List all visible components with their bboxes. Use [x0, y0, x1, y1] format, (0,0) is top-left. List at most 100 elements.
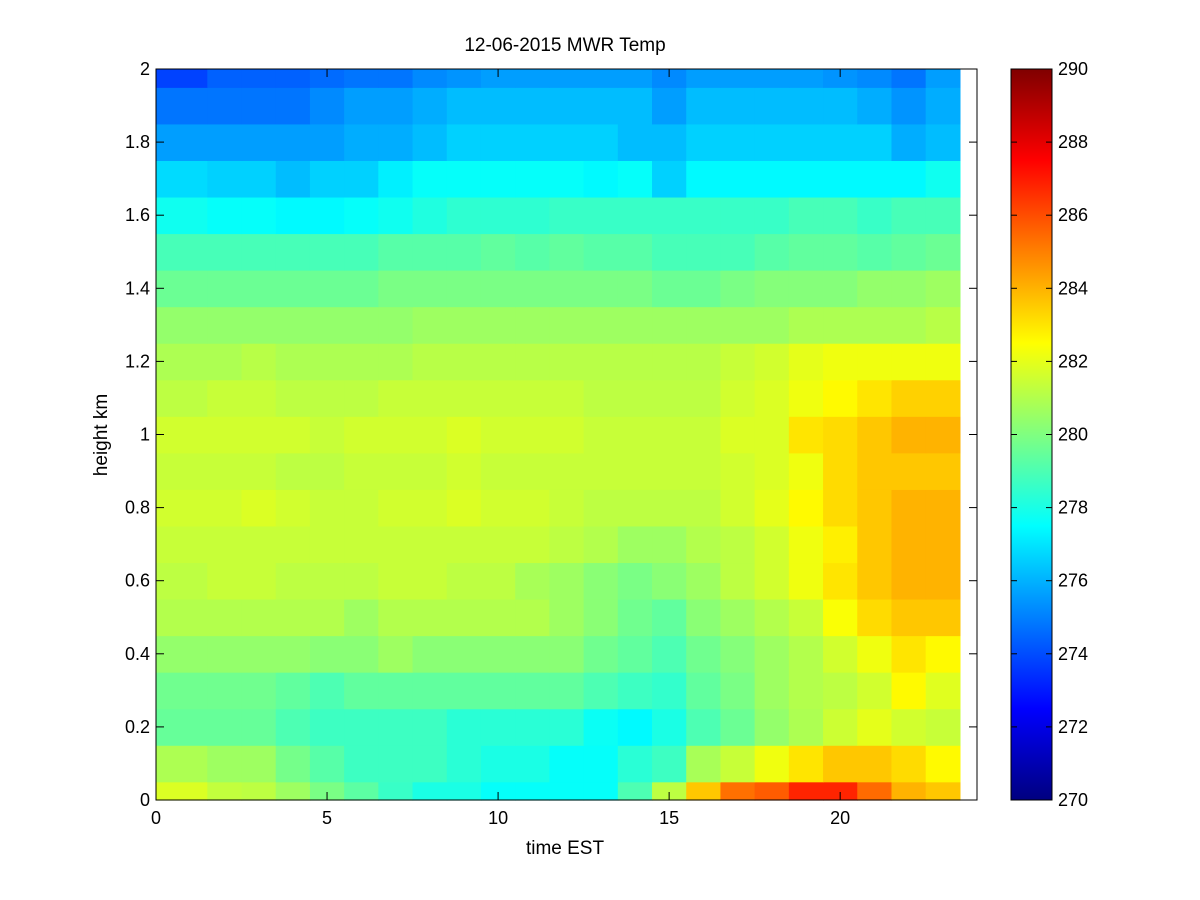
heatmap-cell — [549, 672, 585, 710]
heatmap-cell — [891, 270, 927, 308]
heatmap-cell — [857, 562, 893, 600]
heatmap-cell — [857, 87, 893, 125]
heatmap-cell — [788, 708, 824, 746]
heatmap-cell — [617, 416, 653, 454]
heatmap-cell — [754, 416, 790, 454]
y-tick-label: 0 — [140, 790, 150, 810]
heatmap-cell — [754, 452, 790, 490]
heatmap-cell — [583, 781, 619, 801]
heatmap-cell — [480, 379, 516, 417]
heatmap-cell — [412, 306, 448, 344]
heatmap-cell — [378, 562, 414, 600]
heatmap-cell — [617, 233, 653, 271]
heatmap-cell — [925, 452, 961, 490]
heatmap-cell — [788, 525, 824, 564]
heatmap-cell — [925, 781, 961, 801]
heatmap-cell — [583, 525, 619, 564]
heatmap-cell — [549, 745, 585, 783]
heatmap-cell — [275, 343, 311, 381]
heatmap-cell — [275, 306, 311, 344]
heatmap-cell — [788, 416, 824, 454]
heatmap-cell — [412, 525, 448, 564]
heatmap-cell — [378, 233, 414, 271]
heatmap-cell — [480, 781, 516, 801]
heatmap-cell — [241, 525, 277, 564]
heatmap-cell — [857, 781, 893, 801]
heatmap-cell — [241, 233, 277, 271]
heatmap-cell — [344, 562, 379, 600]
heatmap-cell — [617, 562, 653, 600]
heatmap-cell — [412, 598, 448, 637]
heatmap-cell — [686, 598, 722, 637]
heatmap-cell — [515, 416, 550, 454]
heatmap-cell — [275, 379, 311, 417]
heatmap-cell — [652, 196, 687, 235]
heatmap-cell — [925, 708, 961, 746]
heatmap-cell — [480, 69, 516, 88]
heatmap-cell — [344, 635, 379, 673]
heatmap-cell — [378, 306, 414, 344]
heatmap-cell — [275, 233, 311, 271]
heatmap-cell — [515, 562, 550, 600]
heatmap-cell — [823, 306, 858, 344]
heatmap-cell — [207, 416, 243, 454]
heatmap-cell — [480, 452, 516, 490]
y-tick-label: 1 — [140, 425, 150, 445]
heatmap-cell — [207, 635, 243, 673]
x-axis: 0 5 10 15 20 — [151, 69, 850, 828]
heatmap-cell — [857, 160, 893, 198]
heatmap-cell — [275, 635, 311, 673]
heatmap-cell — [720, 672, 756, 710]
heatmap-cell — [857, 196, 893, 235]
y-tick-label: 0.2 — [125, 717, 150, 737]
heatmap-cell — [344, 489, 379, 527]
heatmap-cell — [515, 598, 550, 637]
heatmap-cell — [754, 672, 790, 710]
heatmap-cell — [788, 635, 824, 673]
heatmap-cell — [344, 708, 379, 746]
heatmap-cell — [583, 379, 619, 417]
heatmap-cell — [891, 69, 927, 88]
heatmap-cell — [275, 416, 311, 454]
y-tick-label: 1.8 — [125, 132, 150, 152]
heatmap-cell — [480, 562, 516, 600]
heatmap-cell — [583, 672, 619, 710]
heatmap-cell — [823, 708, 858, 746]
heatmap-cell — [754, 160, 790, 198]
heatmap-cell — [309, 781, 345, 801]
heatmap-cell — [617, 489, 653, 527]
heatmap-cell — [309, 525, 345, 564]
heatmap-cell — [891, 306, 927, 344]
heatmap-cell — [823, 160, 858, 198]
heatmap-cell — [652, 233, 687, 271]
heatmap-cell — [788, 489, 824, 527]
y-tick-label: 0.4 — [125, 644, 150, 664]
heatmap-cell — [156, 452, 208, 490]
heatmap-cell — [549, 781, 585, 801]
heatmap-cell — [207, 525, 243, 564]
heatmap-cell — [720, 233, 756, 271]
heatmap-cell — [617, 69, 653, 88]
heatmap-cell — [857, 306, 893, 344]
heatmap-cell — [617, 452, 653, 490]
heatmap-cell — [378, 69, 414, 88]
heatmap-cell — [378, 708, 414, 746]
heatmap-cell — [823, 270, 858, 308]
heatmap-cell — [344, 525, 379, 564]
heatmap-cell — [652, 69, 687, 88]
heatmap-cell — [207, 123, 243, 161]
heatmap-cell — [207, 781, 243, 801]
heatmap-cell — [549, 306, 585, 344]
heatmap-cell — [891, 87, 927, 125]
colorbar — [1010, 68, 1053, 801]
heatmap-cell — [617, 343, 653, 381]
heatmap-cell — [344, 196, 379, 235]
heatmap-cell — [891, 489, 927, 527]
heatmap-cell — [241, 708, 277, 746]
heatmap-cell — [686, 635, 722, 673]
heatmap-cell — [480, 87, 516, 125]
heatmap-cell — [720, 562, 756, 600]
heatmap-cell — [823, 196, 858, 235]
colorbar-tick-label: 290 — [1058, 59, 1088, 79]
heatmap-cell — [583, 69, 619, 88]
